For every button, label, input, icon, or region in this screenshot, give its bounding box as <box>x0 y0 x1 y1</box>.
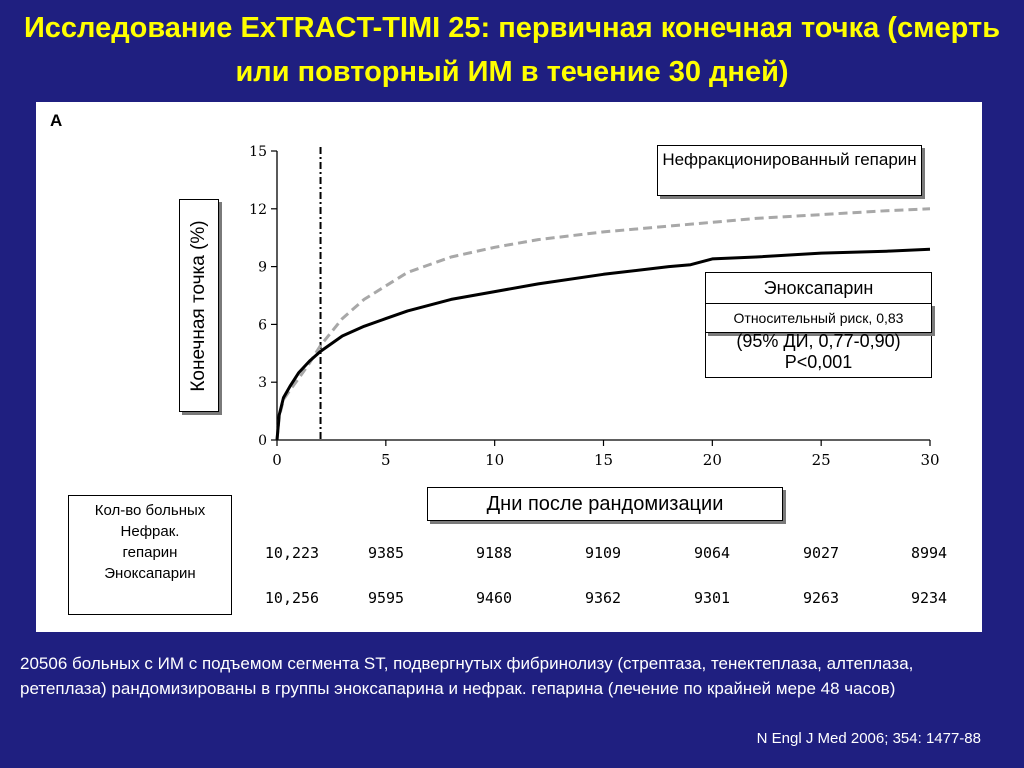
x-axis-label: Дни после рандомизации <box>427 487 783 521</box>
at-risk-ufh-value: 10,223 <box>265 544 319 562</box>
slide-title: Исследование ExTRACT-TIMI 25: первичная … <box>23 12 1001 88</box>
ufh-series-line <box>275 207 931 441</box>
at-risk-enox-label: Эноксапарин <box>104 565 196 582</box>
x-tick-label: 30 <box>920 451 939 469</box>
confidence-interval: (95% ДИ, 0,77-0,90) P<0,001 <box>706 331 931 373</box>
footnote: 20506 больных с ИМ с подъемом сегмента S… <box>20 654 914 698</box>
y-tick-label: 12 <box>249 202 267 218</box>
y-tick-label: 3 <box>258 375 267 391</box>
x-tick-label: 15 <box>594 451 613 469</box>
at-risk-ufh-value: 8994 <box>911 544 947 562</box>
y-axis-label: Конечная точка (%) <box>188 219 209 392</box>
y-tick-label: 0 <box>258 433 267 449</box>
enox-annotation: Эноксапарин Относительный риск, 0,83 (95… <box>705 272 932 378</box>
at-risk-ufh-value: 9188 <box>476 544 512 562</box>
at-risk-ufh-value: 9064 <box>694 544 730 562</box>
y-tick-label: 6 <box>258 317 267 333</box>
ufh-annotation: Нефракционированный гепарин <box>657 145 922 196</box>
at-risk-enox-value: 9301 <box>694 589 730 607</box>
at-risk-enox-value: 9263 <box>803 589 839 607</box>
at-risk-ufh-label: Нефрак. гепарин <box>120 523 180 561</box>
panel-letter: A <box>50 111 62 130</box>
at-risk-header: Кол-во больных <box>94 502 206 519</box>
at-risk-ufh-value: 9385 <box>368 544 404 562</box>
x-tick-label: 25 <box>812 451 831 469</box>
y-axis-label-box: Конечная точка (%) <box>179 199 219 412</box>
at-risk-enox-value: 10,256 <box>265 589 319 607</box>
y-tick-label: 15 <box>249 144 267 160</box>
enox-series-line <box>275 247 931 441</box>
at-risk-enox-value: 9595 <box>368 589 404 607</box>
enox-label: Эноксапарин <box>763 278 874 298</box>
at-risk-enox-value: 9234 <box>911 589 947 607</box>
survival-chart: A 0 3 6 9 12 15 0 5 10 15 20 25 30 10,223 9385 9188 910… <box>50 111 947 607</box>
x-tick-label: 10 <box>485 451 504 469</box>
ci-value: (95% ДИ, 0,77-0,90) <box>736 331 901 351</box>
x-tick-label: 5 <box>381 451 391 469</box>
x-tick-label: 20 <box>703 451 722 469</box>
at-risk-ufh-value: 9027 <box>803 544 839 562</box>
chart-panel: A 0 3 6 9 12 15 0 5 10 15 20 25 30 10,223 9385 9188 910… <box>36 102 982 632</box>
at-risk-ufh-value: 9109 <box>585 544 621 562</box>
at-risk-legend: Кол-во больных Нефрак. гепарин Эноксапар… <box>68 495 232 615</box>
p-value: P<0,001 <box>784 352 853 372</box>
y-tick-label: 9 <box>258 260 267 276</box>
relative-risk: Относительный риск, 0,83 <box>705 303 932 333</box>
at-risk-enox-value: 9460 <box>476 589 512 607</box>
citation: N Engl J Med 2006; 354: 1477-88 <box>756 730 981 747</box>
at-risk-enox-value: 9362 <box>585 589 621 607</box>
x-tick-label: 0 <box>272 451 282 469</box>
